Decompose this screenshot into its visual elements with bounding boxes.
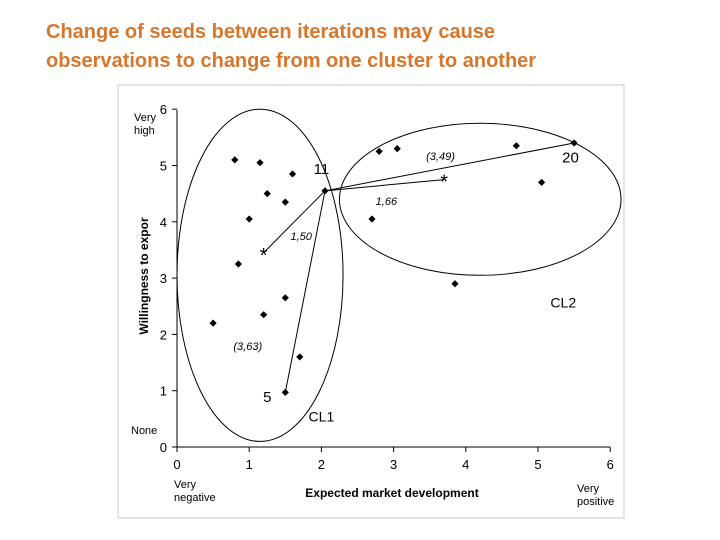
cluster-ellipse-cl2 (338, 122, 622, 276)
data-point-13 (375, 147, 383, 156)
x-tick-label-1: 1 (246, 457, 253, 472)
x-tick-label-2: 2 (318, 457, 325, 472)
y-tick-label-5: 5 (160, 159, 167, 174)
y-tick-label-0: 0 (160, 440, 167, 455)
cluster-ellipse-cl1 (176, 108, 344, 442)
y-tick-label-4: 4 (160, 215, 167, 230)
data-point-6 (234, 260, 242, 268)
annotation-5: 1,50 (290, 231, 312, 243)
connector-lines (263, 142, 575, 393)
data-point-11 (281, 388, 289, 396)
y-top-end-line-1: Very (134, 112, 157, 124)
x-right-end-line-2: positive (577, 496, 614, 508)
data-point-7 (281, 294, 289, 302)
x-tick-label-0: 0 (173, 457, 180, 472)
x-axis-right-end-label: Very positive (577, 483, 614, 508)
x-left-end-line-1: Very (174, 479, 197, 491)
data-point-10 (296, 353, 304, 361)
x-tick-label-5: 5 (534, 457, 541, 472)
x-tick-label-4: 4 (462, 457, 469, 472)
connector-line-1 (324, 142, 575, 192)
data-point-14 (393, 145, 401, 153)
slide-title-line-1: Change of seeds between iterations may c… (46, 21, 496, 43)
x-tick-label-6: 6 (607, 457, 614, 472)
annotations: 11 20 5 (3,49) 1,66 1,50 (3,63) CL1 CL2 (233, 150, 578, 425)
y-tick-label-3: 3 (160, 271, 167, 286)
y-top-end-line-2: high (134, 125, 155, 137)
connector-line-0 (284, 190, 326, 393)
annotation-0: 11 (314, 161, 330, 178)
seed-marker-1: * (440, 172, 448, 194)
y-tick-label-2: 2 (160, 327, 167, 342)
x-axis-left-end-label: Very negative (174, 479, 216, 504)
x-tick-label-3: 3 (390, 457, 397, 472)
data-point-8 (260, 311, 268, 319)
data-point-9 (209, 319, 217, 327)
x-left-end-line-2: negative (174, 492, 216, 504)
data-point-2 (288, 170, 297, 178)
data-point-15 (368, 215, 376, 223)
annotation-4: 1,66 (376, 196, 398, 208)
data-point-17 (512, 142, 520, 150)
y-tick-label-1: 1 (160, 384, 167, 399)
connector-line-3 (263, 190, 326, 254)
data-points: ** (209, 139, 578, 396)
data-point-19 (538, 178, 546, 186)
x-axis-label: Expected market development (305, 486, 478, 500)
data-point-1 (256, 159, 264, 167)
tick-labels: 0 1 2 3 4 5 6 0 1 2 3 4 5 6 (160, 102, 614, 472)
data-point-5 (245, 215, 253, 223)
annotation-2: 5 (263, 389, 271, 406)
annotation-7: CL1 (309, 409, 335, 425)
annotation-8: CL2 (550, 294, 576, 310)
slide-title-line-2: observations to change from one cluster … (46, 50, 537, 72)
chart-frame (117, 84, 625, 519)
annotation-6: (3,63) (233, 341, 262, 353)
data-point-3 (263, 190, 271, 198)
data-point-18 (570, 139, 578, 147)
data-point-12 (321, 187, 329, 195)
y-axis-label: Willingness to expor (137, 217, 151, 335)
y-axis-bottom-end-label: None (131, 425, 157, 437)
data-point-0 (231, 156, 239, 164)
data-point-4 (281, 198, 289, 206)
annotation-1: 20 (562, 150, 579, 167)
data-point-16 (451, 280, 459, 288)
annotation-3: (3,49) (426, 151, 455, 163)
axes (176, 110, 610, 448)
y-axis-top-end-label: Very high (134, 112, 159, 137)
seed-marker-0: * (260, 245, 268, 267)
connector-line-2 (324, 179, 445, 192)
slide-title: Change of seeds between iterations may c… (46, 18, 706, 76)
y-tick-label-6: 6 (160, 102, 167, 117)
cluster-ellipses (176, 108, 622, 442)
x-right-end-line-1: Very (577, 483, 600, 495)
